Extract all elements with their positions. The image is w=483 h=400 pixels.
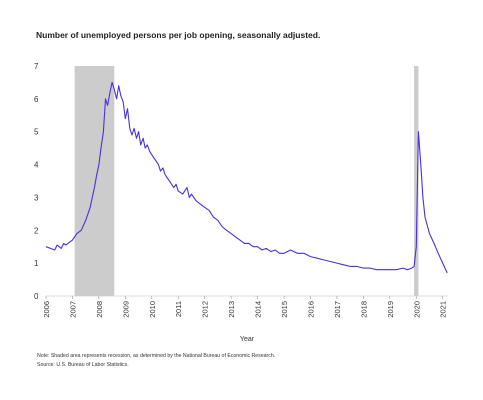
note-source: Source: U.S. Bureau of Labor Statistics.: [37, 361, 129, 368]
y-tick-label: 4: [34, 161, 39, 170]
x-tick-label: 2015: [280, 301, 289, 318]
y-tick-label: 6: [34, 95, 39, 104]
y-tick-label: 0: [34, 292, 39, 301]
x-tick-label: 2007: [68, 301, 77, 318]
chart-title: Number of unemployed persons per job ope…: [36, 30, 321, 40]
x-tick-label: 2020: [412, 301, 421, 318]
y-tick-label: 3: [34, 193, 39, 202]
x-tick-label: 2021: [439, 301, 448, 318]
y-tick-label: 1: [34, 259, 39, 268]
x-tick-label: 2013: [227, 301, 236, 318]
x-tick-label: 2016: [306, 301, 315, 318]
x-tick-label: 2019: [386, 301, 395, 318]
y-tick-label: 7: [34, 62, 39, 71]
x-tick-label: 2009: [121, 301, 130, 318]
recession-bands: [74, 66, 419, 296]
x-tick-label: 2010: [148, 301, 157, 318]
y-tick-label: 2: [34, 226, 39, 235]
x-tick-label: 2014: [254, 301, 263, 318]
x-axis-label: Year: [240, 336, 255, 343]
recession-band: [414, 66, 419, 296]
x-tick-label: 2017: [333, 301, 342, 318]
y-tick-label: 5: [34, 128, 39, 137]
series-line: [45, 81, 448, 274]
x-axis-ticks: 2006 2007 2008 2009 2010 2011 2012 2013 2014 2015…: [42, 296, 448, 318]
x-tick-label: 2008: [95, 301, 104, 318]
x-tick-label: 2012: [201, 301, 210, 318]
x-tick-label: 2011: [174, 301, 183, 317]
y-axis-ticks: 0 1 2 3 4 5 6 7: [34, 62, 39, 301]
x-tick-label: 2006: [42, 301, 51, 318]
chart-notes: Note: Shaded area represents recession, …: [37, 352, 275, 369]
x-tick-label: 2018: [359, 301, 368, 318]
note-recession: Note: Shaded area represents recession, …: [37, 353, 276, 359]
